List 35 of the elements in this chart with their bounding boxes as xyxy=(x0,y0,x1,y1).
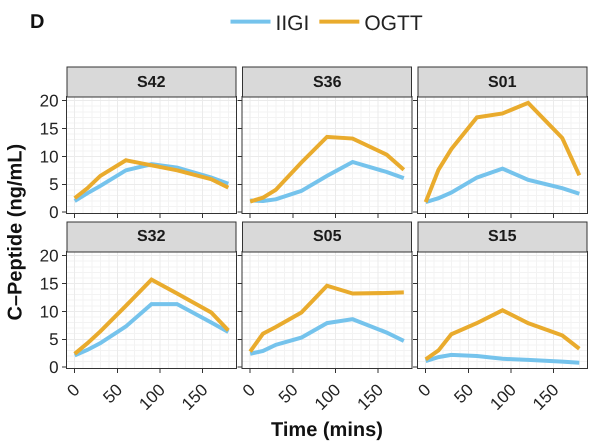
y-tick-label: 20 xyxy=(40,246,59,266)
y-tick-label: 15 xyxy=(40,274,59,294)
x-tick-label: 150 xyxy=(178,380,212,414)
x-tick-label: 50 xyxy=(99,380,126,408)
y-tick-label: 0 xyxy=(49,203,59,222)
chart-title: S15 xyxy=(488,228,517,245)
y-tick-label: 20 xyxy=(40,92,59,111)
y-tick-label: 15 xyxy=(40,119,59,138)
x-tick-label: 150 xyxy=(354,380,388,414)
y-tick-label: 0 xyxy=(49,358,59,378)
chart-title: S42 xyxy=(137,74,166,91)
legend-label: OGTT xyxy=(364,12,423,35)
x-tick-label: 150 xyxy=(529,380,563,414)
x-tick-label: 100 xyxy=(135,380,169,414)
x-tick-label: 50 xyxy=(274,380,302,408)
x-tick-label: 100 xyxy=(486,380,520,414)
chart-title: S36 xyxy=(313,74,342,91)
chart-title: S01 xyxy=(488,74,517,91)
y-tick-label: 10 xyxy=(40,302,59,322)
x-tick-label: 0 xyxy=(238,380,260,400)
line-series xyxy=(72,278,230,356)
y-axis-title: C–Peptide (ng/mL) xyxy=(4,144,26,321)
x-tick-label: 0 xyxy=(63,380,84,400)
x-axis-title: Time (mins) xyxy=(271,419,383,441)
chart-title: S05 xyxy=(313,228,342,245)
chart-title: S32 xyxy=(137,228,166,245)
x-tick-label: 100 xyxy=(310,380,344,414)
line-series xyxy=(72,302,230,358)
y-tick-label: 10 xyxy=(40,147,59,166)
x-tick-label: 50 xyxy=(450,380,478,408)
y-tick-label: 5 xyxy=(49,175,59,194)
x-tick-label: 0 xyxy=(414,380,435,400)
legend-label: IIGI xyxy=(276,12,310,35)
y-tick-label: 5 xyxy=(49,330,59,350)
text: D xyxy=(30,11,44,33)
